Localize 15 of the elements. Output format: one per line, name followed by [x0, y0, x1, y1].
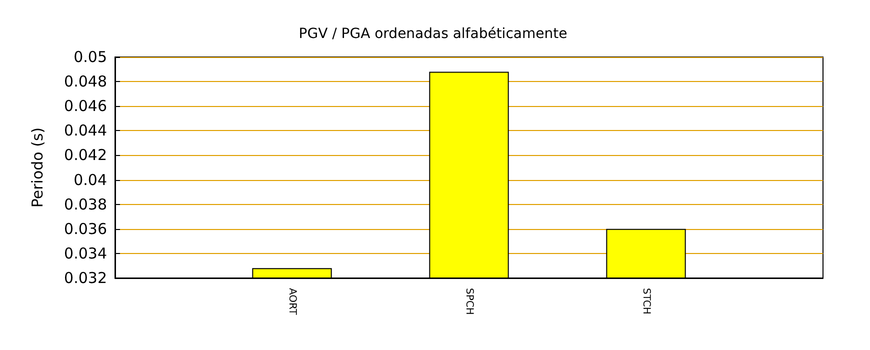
y-tick-label: 0.036 — [64, 220, 107, 238]
y-tick-label: 0.032 — [64, 269, 107, 287]
y-tick-label: 0.05 — [74, 48, 107, 66]
x-tick-label: AORT — [286, 288, 298, 316]
y-tick-label: 0.044 — [64, 122, 107, 140]
chart-title: PGV / PGA ordenadas alfabéticamente — [298, 26, 568, 42]
y-tick-label: 0.04 — [74, 170, 107, 189]
y-tick-label: 0.038 — [64, 195, 107, 214]
y-tick-label: 0.048 — [64, 72, 107, 91]
y-tick-label: 0.042 — [64, 146, 107, 164]
x-tick-label: SPCH — [464, 288, 474, 315]
y-tick-label: 0.034 — [64, 244, 107, 262]
y-axis-title: Periodo (s) — [28, 127, 46, 208]
x-tick-label: STCH — [640, 288, 652, 314]
y-tick-label: 0.046 — [64, 97, 107, 116]
